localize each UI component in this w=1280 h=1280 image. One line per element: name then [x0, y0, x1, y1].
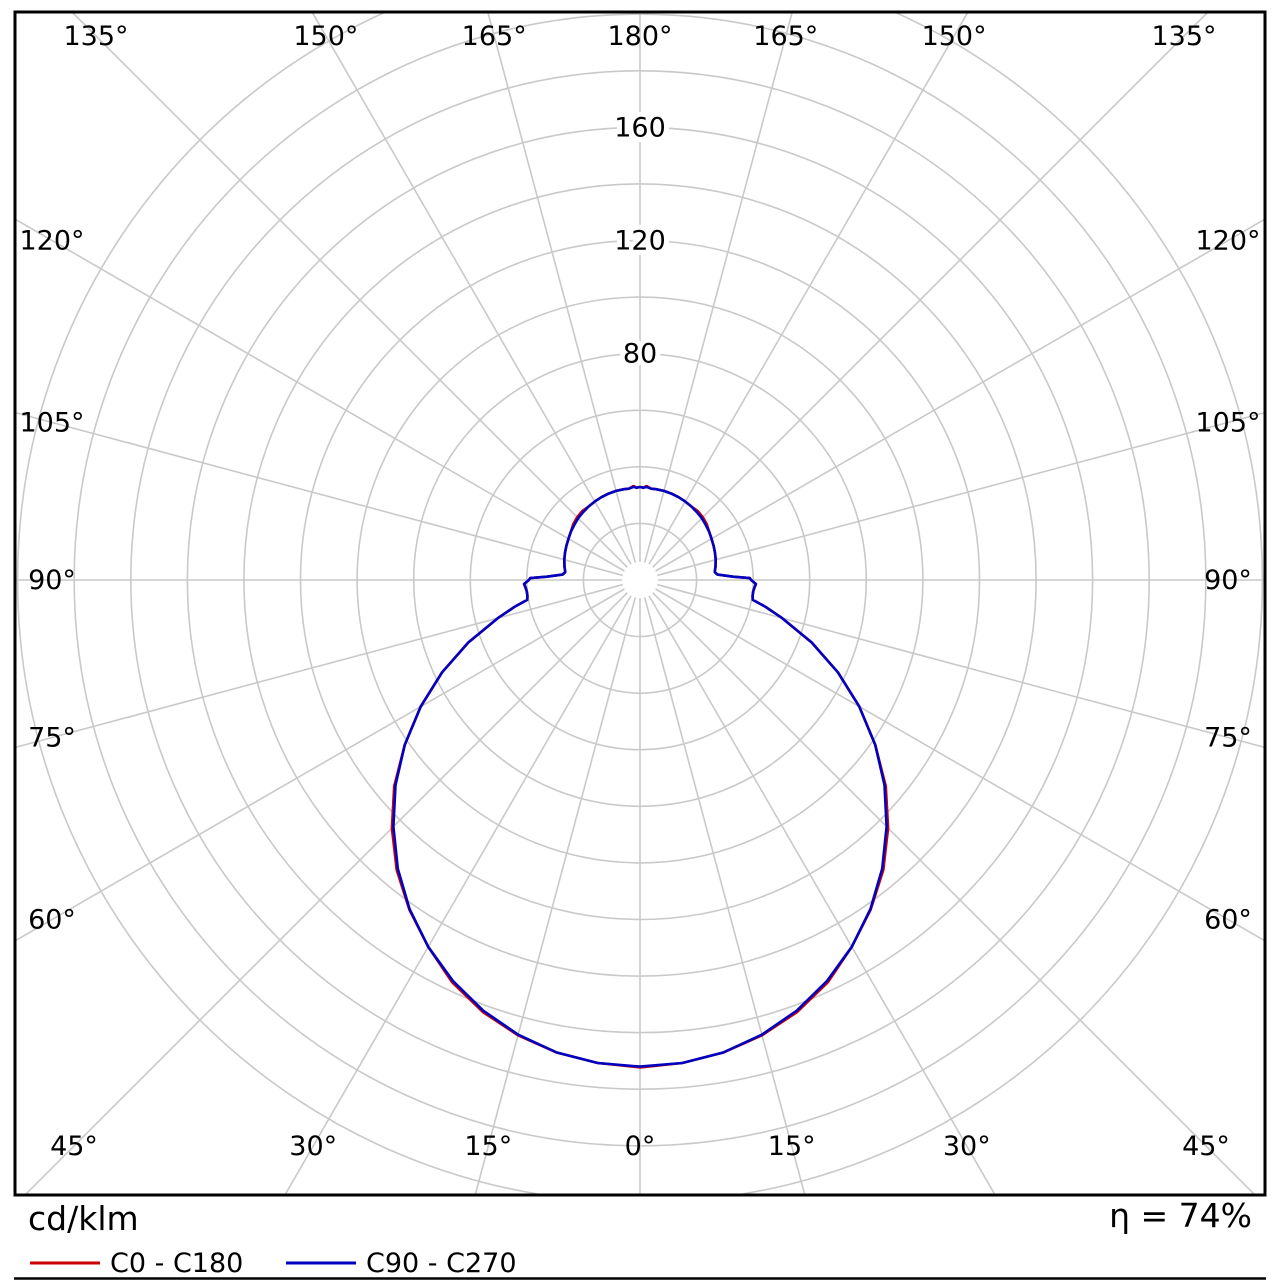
angle-label-30: 30° [289, 1131, 337, 1162]
angle-label-75: 75° [1204, 723, 1252, 754]
angle-label-15: 15° [768, 1131, 816, 1162]
angle-labels: 0° 15° 30° 45° 60° 75° 90° 105° 120° 135° 150° 165°… [19, 21, 1260, 1162]
angle-label-150: 150° [293, 21, 358, 52]
plot-frame-border [13, 10, 1267, 1197]
angle-label-180: 180° [607, 21, 672, 52]
units-label: cd/klm [28, 1199, 139, 1238]
angle-label-30: 30° [943, 1131, 991, 1162]
angle-label-45: 45° [1182, 1131, 1230, 1162]
angle-label-60: 60° [1204, 905, 1252, 936]
radial-tick-label: 160 [614, 112, 666, 143]
angle-label-150: 150° [922, 21, 987, 52]
intensity-curves [390, 484, 890, 1069]
angle-label-135: 135° [1151, 21, 1216, 52]
radial-tick-label: 80 [623, 339, 657, 370]
angle-label-120: 120° [1195, 226, 1260, 257]
efficiency-label: η = 74% [1109, 1196, 1252, 1235]
angle-label-120: 120° [19, 226, 84, 257]
angle-label-15: 15° [464, 1131, 512, 1162]
angle-label-135: 135° [63, 21, 128, 52]
angle-label-90: 90° [1204, 565, 1252, 596]
angle-label-105: 105° [1195, 407, 1260, 438]
legend-label-c90: C90 - C270 [366, 1248, 517, 1279]
angle-label-75: 75° [28, 723, 76, 754]
curve-C90-C270 [392, 485, 888, 1068]
legend: C0 - C180 C90 - C270 [30, 1248, 517, 1279]
angle-label-60: 60° [28, 905, 76, 936]
angle-label-105: 105° [19, 407, 84, 438]
angle-label-0: 0° [625, 1131, 656, 1162]
angle-label-165: 165° [462, 21, 527, 52]
legend-label-c0: C0 - C180 [110, 1248, 243, 1279]
radial-tick-label: 120 [614, 226, 666, 257]
angle-label-90: 90° [28, 565, 76, 596]
angle-label-165: 165° [753, 21, 818, 52]
angle-label-45: 45° [50, 1131, 98, 1162]
